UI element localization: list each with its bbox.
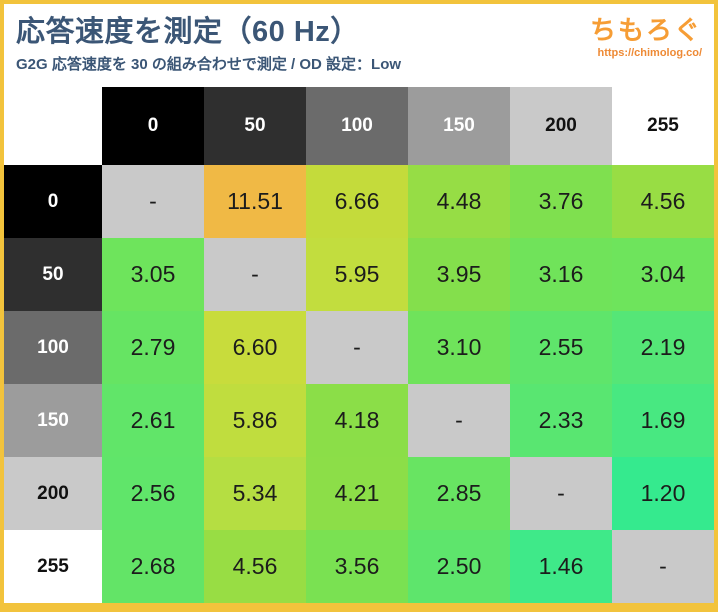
heatmap-cell-r255-c200: 1.46 xyxy=(510,530,612,603)
site-logo-text: ちもろぐ xyxy=(589,15,702,45)
heatmap-cell-r150-c200: 2.33 xyxy=(510,384,612,457)
heatmap-cell-r200-c150: 2.85 xyxy=(408,457,510,530)
page-subtitle: G2G 応答速度を 30 の組み合わせで測定 / OD 設定：Low xyxy=(16,56,402,74)
col-header-100: 100 xyxy=(306,87,408,165)
heatmap-cell-r50-c255: 3.04 xyxy=(612,238,714,311)
heatmap-cell-r50-c200: 3.16 xyxy=(510,238,612,311)
heatmap-cell-r200-c0: 2.56 xyxy=(102,457,204,530)
row-header-150: 150 xyxy=(4,384,102,457)
heatmap-cell-r255-c255: - xyxy=(612,530,714,603)
row-header-50: 50 xyxy=(4,238,102,311)
heatmap-cell-r150-c100: 4.18 xyxy=(306,384,408,457)
heatmap-cell-r200-c50: 5.34 xyxy=(204,457,306,530)
heatmap-cell-r50-c100: 5.95 xyxy=(306,238,408,311)
col-header-255: 255 xyxy=(612,87,714,165)
heatmap-cell-r150-c150: - xyxy=(408,384,510,457)
heatmap-cell-r100-c200: 2.55 xyxy=(510,311,612,384)
heatmap-cell-r100-c100: - xyxy=(306,311,408,384)
heatmap-cell-r100-c150: 3.10 xyxy=(408,311,510,384)
heatmap-cell-r100-c0: 2.79 xyxy=(102,311,204,384)
heatmap-cell-r150-c50: 5.86 xyxy=(204,384,306,457)
heatmap-cell-r50-c0: 3.05 xyxy=(102,238,204,311)
heatmap-cell-r0-c0: - xyxy=(102,165,204,238)
heatmap-cell-r0-c255: 4.56 xyxy=(612,165,714,238)
heatmap-cell-r0-c100: 6.66 xyxy=(306,165,408,238)
heatmap-cell-r100-c50: 6.60 xyxy=(204,311,306,384)
site-logo: ちもろぐ https://chimolog.co/ xyxy=(590,10,702,59)
col-header-0: 0 xyxy=(102,87,204,165)
heatmap-cell-r200-c200: - xyxy=(510,457,612,530)
heatmap-cell-r0-c200: 3.76 xyxy=(510,165,612,238)
col-header-50: 50 xyxy=(204,87,306,165)
heatmap-cell-r255-c50: 4.56 xyxy=(204,530,306,603)
col-header-150: 150 xyxy=(408,87,510,165)
row-header-255: 255 xyxy=(4,530,102,603)
heatmap-corner-cell xyxy=(4,87,102,165)
page-header: 応答速度を測定（60 Hz） G2G 応答速度を 30 の組み合わせで測定 / … xyxy=(16,14,401,74)
heatmap-cell-r255-c100: 3.56 xyxy=(306,530,408,603)
row-header-0: 0 xyxy=(4,165,102,238)
heatmap-cell-r200-c255: 1.20 xyxy=(612,457,714,530)
heatmap-cell-r200-c100: 4.21 xyxy=(306,457,408,530)
heatmap-cell-r50-c50: - xyxy=(204,238,306,311)
site-logo-url: https://chimolog.co/ xyxy=(597,47,703,59)
heatmap-cell-r150-c255: 1.69 xyxy=(612,384,714,457)
heatmap-cell-r255-c150: 2.50 xyxy=(408,530,510,603)
heatmap-cell-r0-c50: 11.51 xyxy=(204,165,306,238)
heatmap-cell-r0-c150: 4.48 xyxy=(408,165,510,238)
page-title: 応答速度を測定（60 Hz） xyxy=(16,16,360,48)
heatmap-cell-r50-c150: 3.95 xyxy=(408,238,510,311)
heatmap-cell-r100-c255: 2.19 xyxy=(612,311,714,384)
row-header-200: 200 xyxy=(4,457,102,530)
heatmap-cell-r255-c0: 2.68 xyxy=(102,530,204,603)
row-header-100: 100 xyxy=(4,311,102,384)
heatmap-cell-r150-c0: 2.61 xyxy=(102,384,204,457)
col-header-200: 200 xyxy=(510,87,612,165)
response-time-heatmap: 0 50 100 150 200 255 0-11.51 6.66 4.48 3.76 4.56 50… xyxy=(4,87,714,603)
